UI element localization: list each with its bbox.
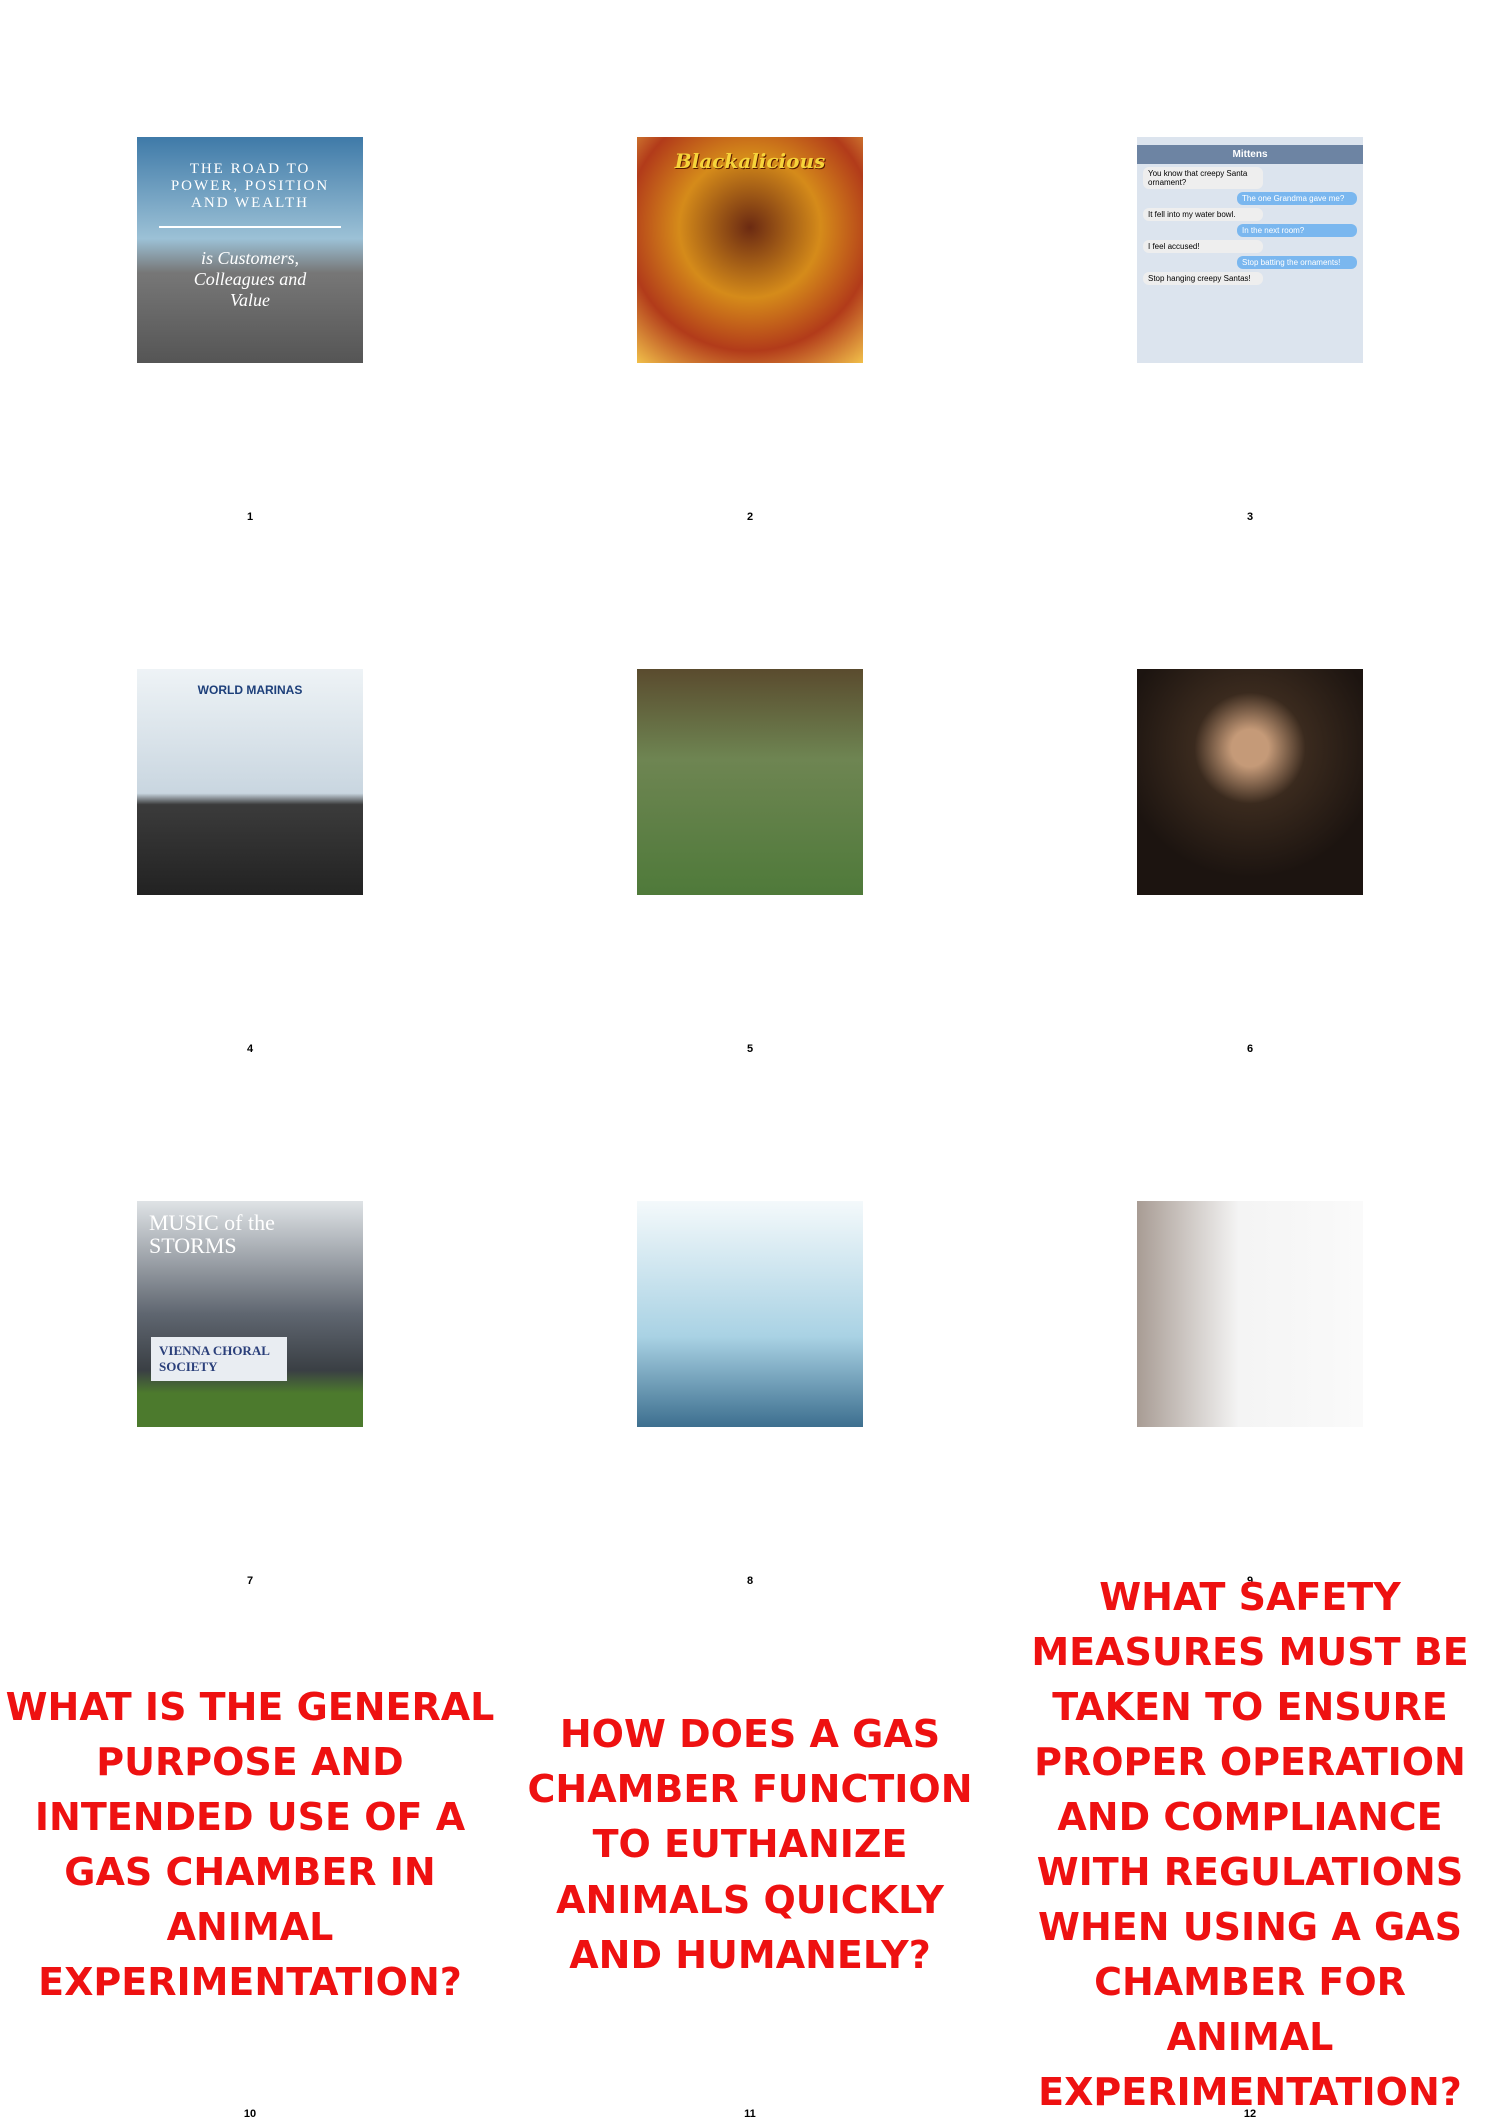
chat-message: Stop hanging creepy Santas! (1143, 272, 1263, 285)
cell-number: 4 (246, 1043, 254, 1055)
image-title: WORLD MARINAS (197, 683, 303, 697)
cell-number: 12 (1243, 2108, 1257, 2120)
cell-number: 5 (746, 1043, 754, 1055)
image: THE ROAD TO POWER, POSITION AND WEALTH is… (137, 137, 363, 363)
image-title: Blackalicious (674, 149, 826, 173)
cell-number: 9 (1246, 1575, 1254, 1587)
chat-message: I feel accused! (1143, 240, 1263, 253)
image: Mittens You know that creepy Santa orname… (1137, 137, 1363, 363)
image: MUSIC of the STORMS VIENNA CHORAL SOCIETY (137, 1201, 363, 1427)
image (637, 669, 863, 895)
question-panel: HOW DOES A GAS CHAMBER FUNCTION TO EUTHA… (527, 1712, 973, 1977)
cell-number: 2 (746, 511, 754, 523)
chat-message: You know that creepy Santa ornament? (1143, 167, 1263, 189)
image (637, 1201, 863, 1427)
cell-number: 11 (744, 2108, 756, 2120)
question-panel: WHAT IS THE GENERAL PURPOSE AND INTENDED… (5, 1684, 495, 2005)
cell-number: 1 (246, 511, 254, 523)
image-title: THE ROAD TO POWER, POSITION AND WEALTH (170, 161, 330, 211)
cell-number: 3 (1246, 511, 1254, 523)
cell-number: 7 (246, 1575, 254, 1587)
chat-message: The one Grandma gave me? (1237, 192, 1357, 205)
image-subtitle: is Customers, Colleagues and Value (159, 226, 341, 311)
image: WORLD MARINAS (137, 669, 363, 895)
image: Blackalicious (637, 137, 863, 363)
cell-number: 10 (243, 2108, 257, 2120)
chat-message: It fell into my water bowl. (1143, 208, 1263, 221)
cell-number: 6 (1246, 1043, 1254, 1055)
cell-number: 8 (746, 1575, 754, 1587)
chat-message: Stop batting the ornaments! (1237, 256, 1357, 269)
image-title: MUSIC of the STORMS (149, 1210, 275, 1259)
image (1137, 1201, 1363, 1427)
chat-message: In the next room? (1237, 224, 1357, 237)
chat-title: Mittens (1137, 145, 1363, 164)
question-panel: WHAT SAFETY MEASURES MUST BE TAKEN TO EN… (1031, 1574, 1469, 2115)
image-subtitle: VIENNA CHORAL SOCIETY (151, 1337, 287, 1382)
image (1137, 669, 1363, 895)
